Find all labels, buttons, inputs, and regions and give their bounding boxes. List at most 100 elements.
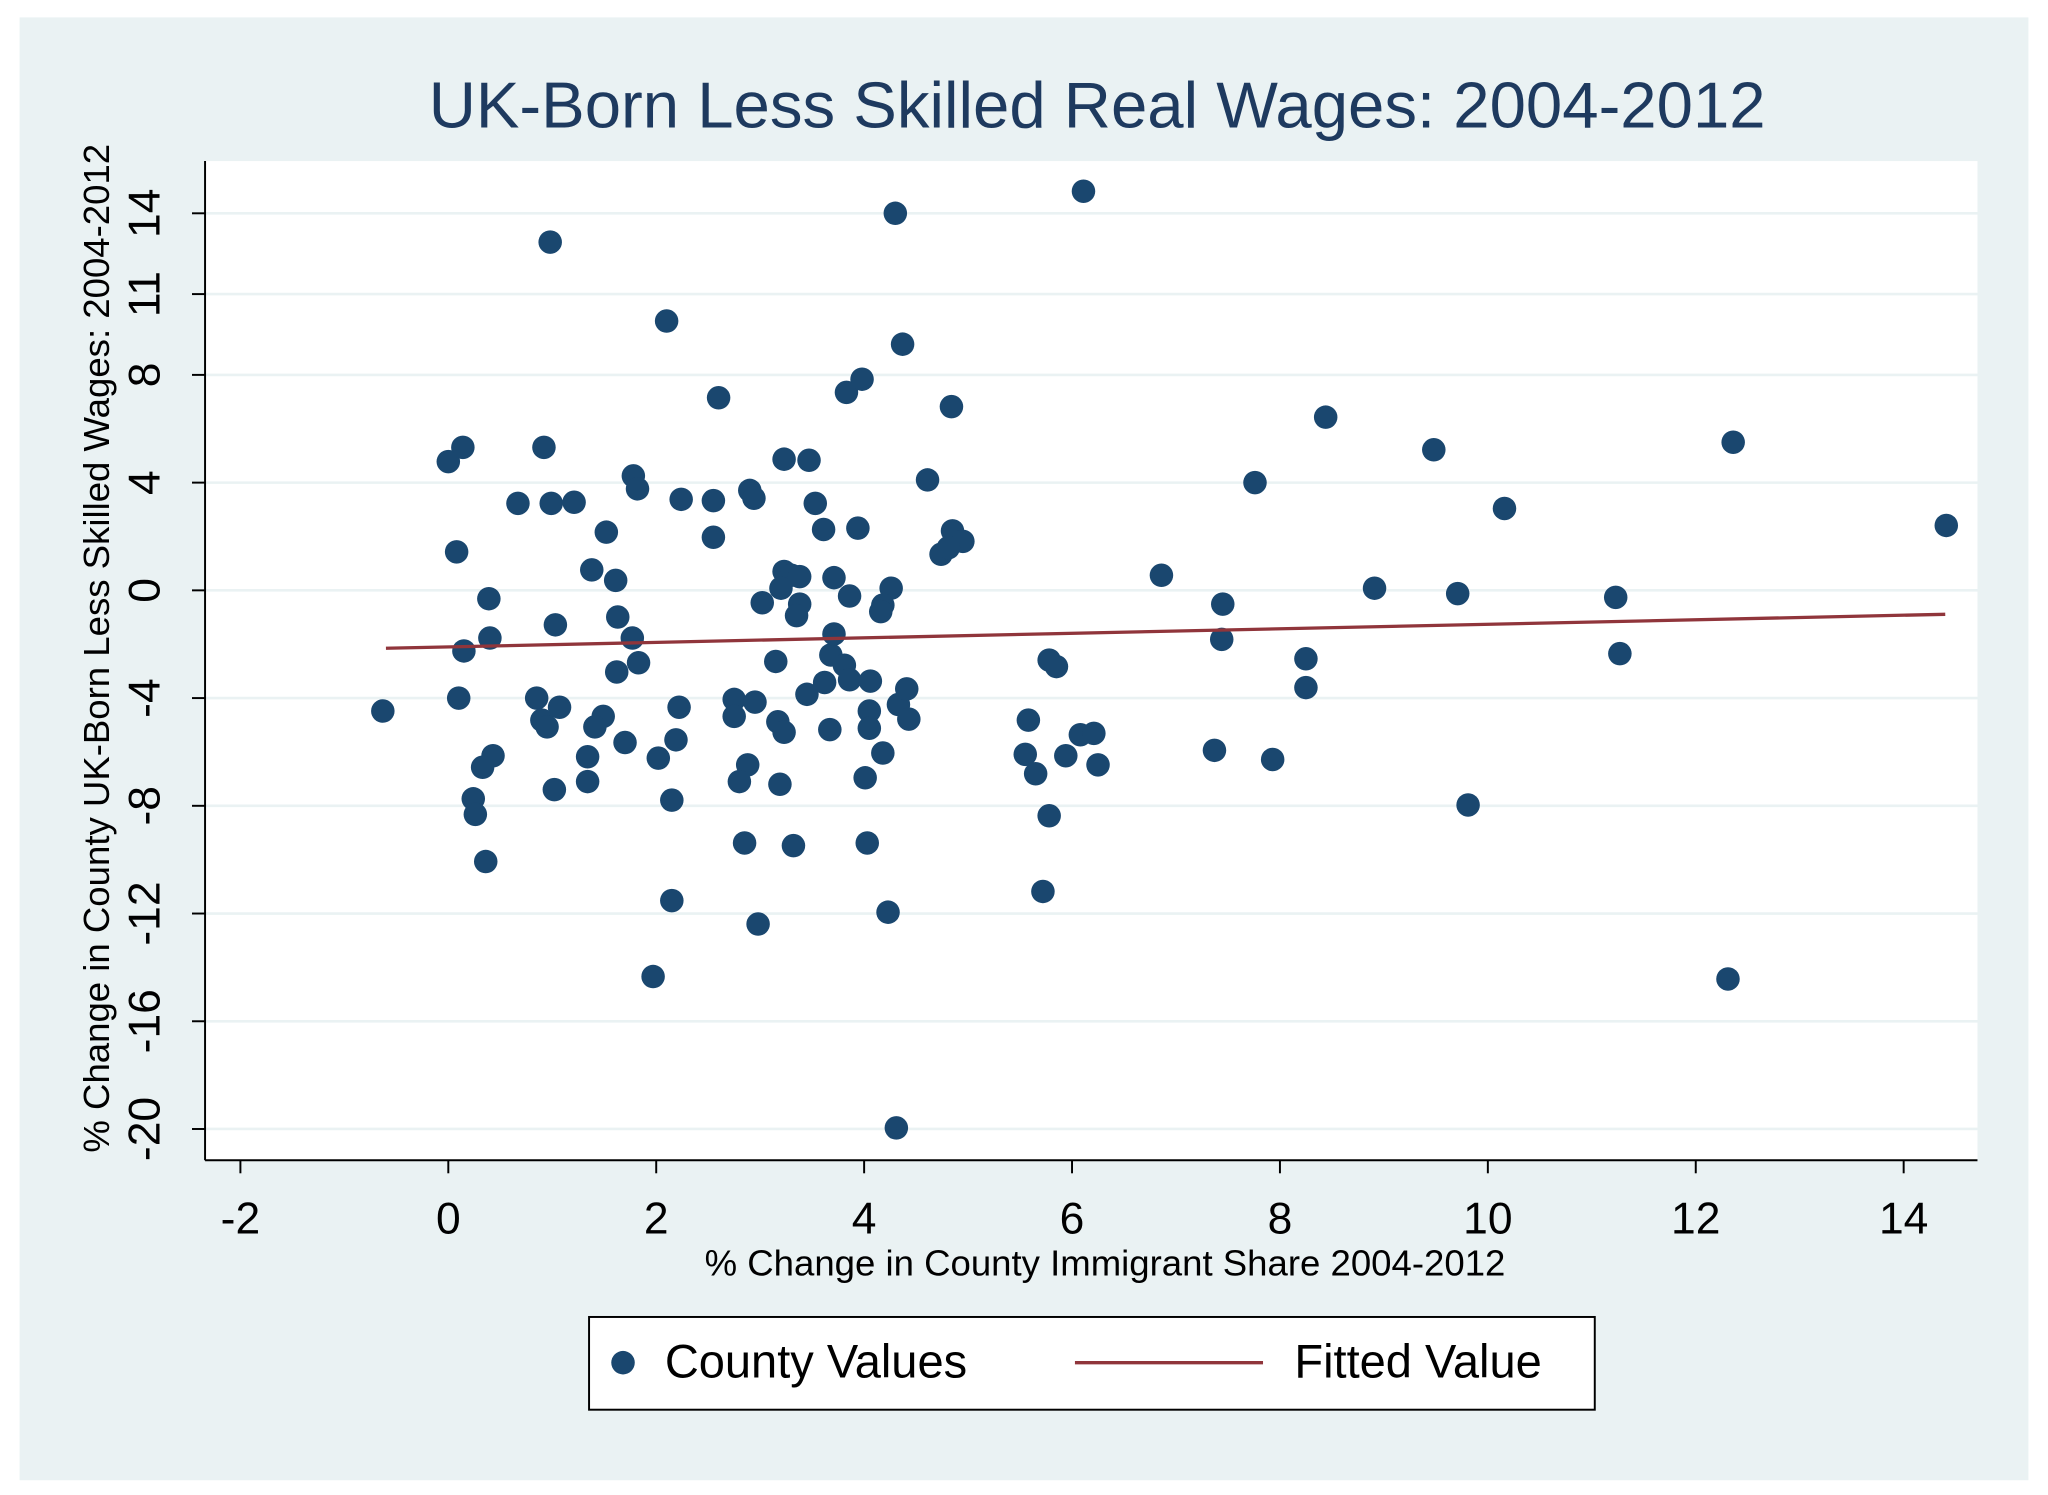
y-tick-label: 0 [120, 578, 169, 603]
point [822, 622, 846, 646]
point [603, 568, 628, 593]
legend-marker [611, 1350, 635, 1375]
y-tick-label: 14 [120, 189, 169, 238]
point [1721, 430, 1745, 454]
point [543, 613, 568, 637]
point [1016, 708, 1041, 732]
point [869, 599, 893, 624]
legend-label: County Values [665, 1335, 967, 1388]
point [750, 590, 775, 615]
point [1422, 438, 1446, 462]
point [604, 660, 629, 684]
y-tick-label: -16 [120, 989, 169, 1053]
x-tick-label: 8 [1268, 1194, 1293, 1243]
point [897, 707, 921, 731]
point [795, 682, 819, 707]
y-tick-label: -8 [120, 786, 169, 825]
point [746, 912, 770, 936]
y-tick-label: 11 [120, 271, 169, 317]
point [575, 745, 600, 769]
x-tick-label: 2 [644, 1194, 669, 1243]
x-tick-label: 12 [1671, 1194, 1720, 1243]
point [1313, 405, 1338, 429]
point [768, 772, 792, 797]
point [575, 769, 600, 794]
point [812, 670, 837, 695]
point [1603, 585, 1628, 610]
point [580, 558, 604, 582]
point [664, 728, 688, 752]
point [470, 755, 495, 780]
point [818, 717, 842, 742]
point [772, 447, 796, 471]
point [436, 449, 461, 474]
point [542, 777, 567, 802]
point [1716, 967, 1740, 991]
point [701, 488, 726, 513]
x-axis-label: % Change in County Immigrant Share 2004-… [705, 1243, 1506, 1284]
legend-label: Fitted Value [1294, 1335, 1541, 1388]
point [613, 730, 637, 755]
point [625, 477, 650, 501]
point [701, 525, 726, 550]
point [894, 677, 919, 701]
point [1260, 747, 1285, 772]
point [547, 695, 572, 719]
point [524, 686, 549, 710]
point [660, 888, 684, 913]
point [787, 564, 812, 589]
point [654, 309, 679, 333]
point [646, 746, 671, 770]
point [1149, 563, 1174, 588]
point [1013, 742, 1038, 767]
point [452, 639, 476, 663]
point [1023, 762, 1048, 786]
x-tick-label: 0 [436, 1194, 461, 1243]
point [811, 517, 836, 542]
point [883, 201, 908, 226]
x-tick-label: -2 [221, 1194, 260, 1243]
point [743, 690, 767, 714]
point [371, 699, 395, 723]
point [506, 491, 530, 516]
point [797, 448, 821, 473]
point [1934, 513, 1959, 538]
point [620, 626, 645, 650]
point [539, 491, 563, 516]
point [1031, 879, 1055, 904]
chart-title: UK-Born Less Skilled Real Wages: 2004-20… [429, 68, 1766, 141]
x-tick-label: 4 [852, 1194, 877, 1243]
y-tick-label: -12 [120, 881, 169, 945]
point [834, 380, 859, 405]
point [1362, 576, 1387, 600]
point [451, 435, 475, 460]
point [884, 1116, 909, 1140]
y-axis-label: % Change in County UK-Born Less Skilled … [76, 144, 117, 1153]
point [1492, 496, 1517, 521]
point [1044, 654, 1069, 679]
point [1608, 641, 1632, 666]
point [772, 720, 796, 745]
point [538, 230, 562, 254]
point [803, 491, 828, 516]
point [667, 695, 691, 719]
point [936, 536, 961, 560]
point [1071, 179, 1096, 203]
point [660, 788, 684, 812]
point [1082, 721, 1106, 746]
point [722, 704, 746, 729]
legend-box [588, 1315, 1596, 1411]
point [876, 900, 900, 924]
point [1037, 804, 1061, 828]
point [606, 605, 630, 629]
point [857, 716, 882, 740]
point [722, 687, 746, 712]
point [732, 831, 757, 855]
point [769, 576, 793, 600]
point [890, 332, 915, 356]
point [784, 603, 809, 628]
point [1211, 592, 1235, 616]
point [478, 626, 502, 650]
point [1243, 470, 1267, 495]
